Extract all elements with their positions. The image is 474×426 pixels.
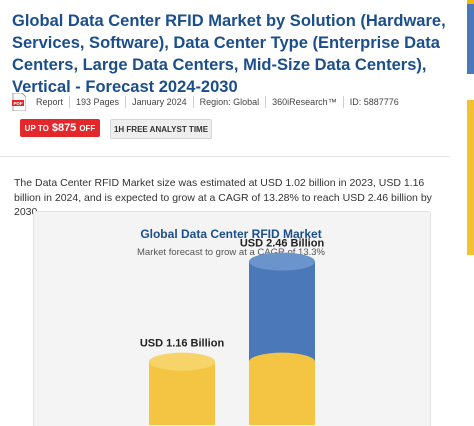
pdf-icon: PDF [12, 93, 26, 111]
divider [0, 156, 450, 157]
discount-prefix: UP TO [24, 123, 49, 133]
right-edge-decoration [467, 0, 474, 425]
meta-id: ID: 5887776 [349, 97, 399, 107]
meta-type: Report [30, 96, 71, 108]
svg-text:PDF: PDF [14, 101, 23, 106]
bar-2-base-body [249, 361, 315, 425]
bar-1-body [149, 361, 215, 425]
bar-1-label: USD 1.16 Billion [140, 338, 225, 350]
report-meta: PDF Report 193 Pages January 2024 Region… [12, 92, 405, 112]
chart-card [33, 211, 431, 426]
chart-subtitle: Market forecast to grow at a CAGR of 13.… [137, 247, 325, 258]
right-edge-blue-block [467, 4, 474, 74]
bar-2-label: USD 2.46 Billion [240, 238, 325, 250]
meta-pages: 193 Pages [70, 96, 127, 108]
bar-2-seam [249, 352, 315, 371]
meta-region: Region: Global [194, 96, 267, 108]
discount-button[interactable]: UP TO $875 OFF [20, 119, 100, 137]
analyst-time-button[interactable]: 1H FREE ANALYST TIME [110, 119, 212, 139]
report-title: Global Data Center RFID Market by Soluti… [12, 12, 446, 96]
discount-suffix: OFF [79, 123, 96, 133]
discount-price: $875 [51, 122, 77, 134]
chart-title: Global Data Center RFID Market [140, 227, 322, 241]
bar-1-top [149, 352, 215, 371]
meta-publisher[interactable]: 360iResearch™ [266, 96, 344, 108]
bar-2-top [249, 252, 315, 271]
meta-date: January 2024 [126, 96, 194, 108]
bar-2-upper [249, 261, 315, 362]
